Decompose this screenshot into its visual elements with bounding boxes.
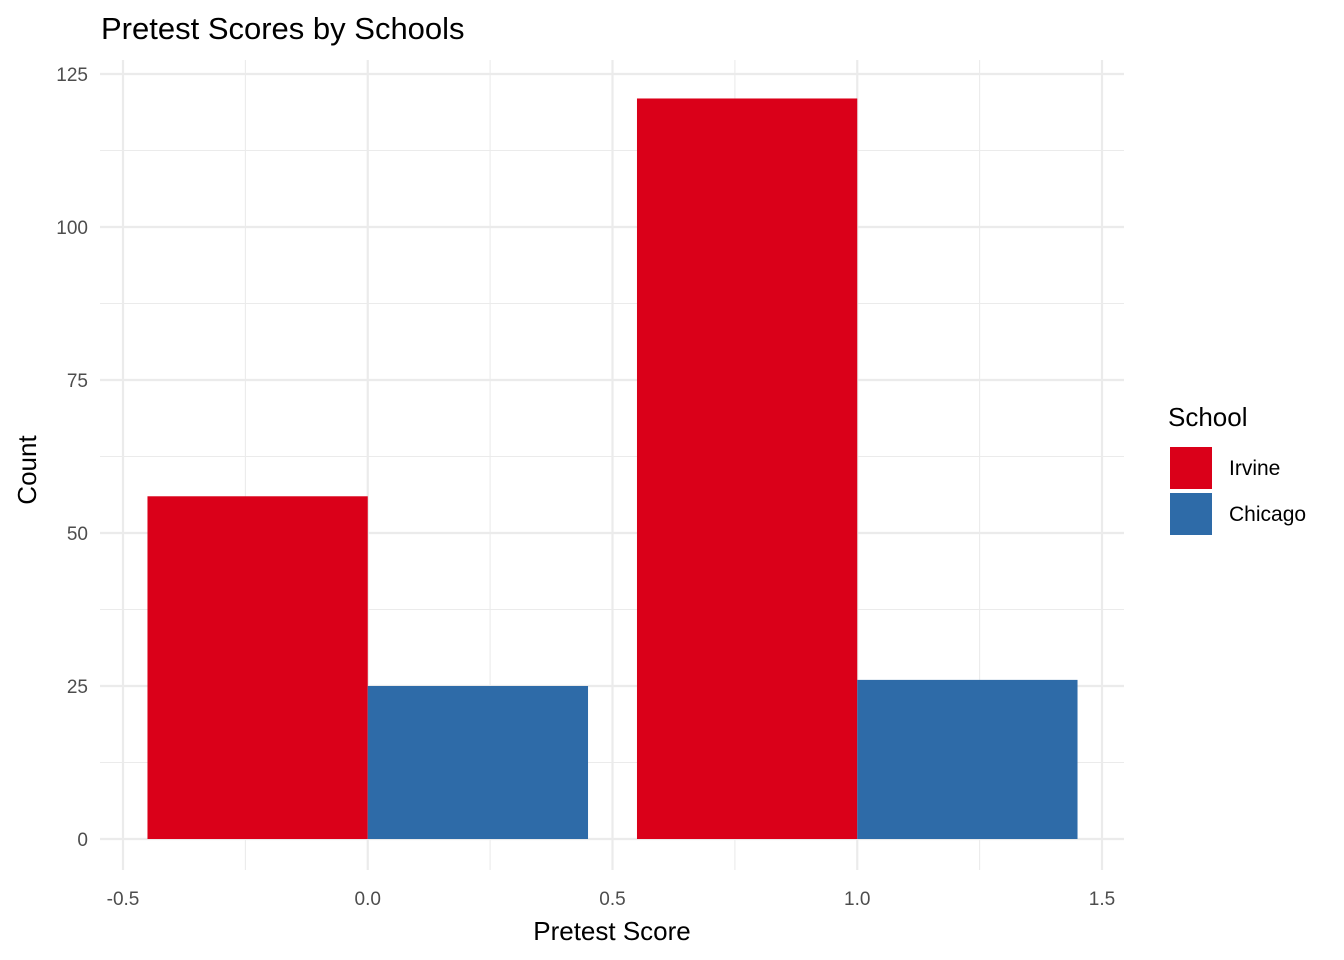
x-tick-label: 1.0 [844, 889, 870, 910]
y-tick-label: 0 [77, 830, 88, 851]
legend: School Irvine Chicago [1168, 402, 1306, 535]
y-tick-label: 100 [56, 218, 88, 239]
legend-label-chicago: Chicago [1229, 503, 1306, 526]
x-axis-ticks: -0.5 0.0 0.5 1.0 1.5 [107, 889, 1116, 910]
y-tick-label: 75 [67, 371, 88, 392]
y-tick-label: 50 [67, 524, 88, 545]
y-tick-label: 125 [56, 65, 88, 86]
chart-title: Pretest Scores by Schools [101, 11, 465, 46]
x-axis-title: Pretest Score [533, 916, 691, 946]
y-tick-label: 25 [67, 677, 88, 698]
x-tick-label: 1.5 [1089, 889, 1115, 910]
bar-irvine-0 [147, 496, 368, 839]
bar-irvine-1 [636, 98, 858, 840]
x-tick-label: 0.5 [599, 889, 625, 910]
legend-label-irvine: Irvine [1229, 457, 1280, 480]
legend-title: School [1168, 402, 1248, 432]
bar-chicago-1 [857, 679, 1078, 839]
x-tick-label: 0.0 [355, 889, 381, 910]
legend-key-irvine [1170, 447, 1212, 489]
legend-key-chicago [1170, 493, 1212, 535]
y-axis-title: Count [12, 435, 42, 505]
x-tick-label: -0.5 [107, 889, 140, 910]
y-axis-ticks: 0 25 50 75 100 125 [56, 65, 88, 851]
bar-chicago-0 [367, 686, 589, 839]
bars [147, 98, 1078, 840]
